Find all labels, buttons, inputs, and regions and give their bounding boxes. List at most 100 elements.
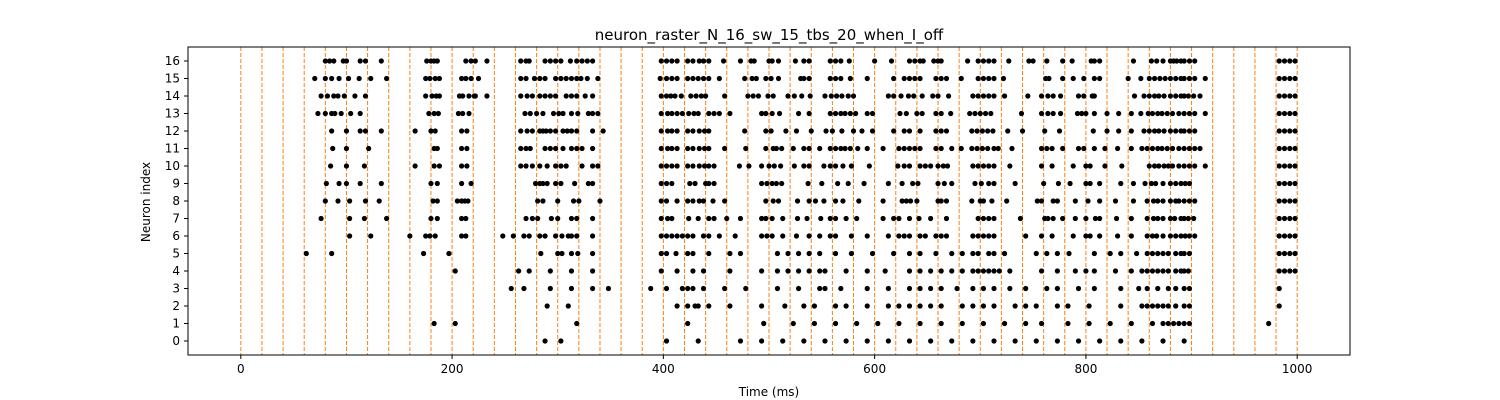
spike-point [383,75,390,82]
spike-point [769,110,775,117]
spike-point [991,215,997,222]
spike-point [991,163,997,169]
spike-point [1172,215,1178,222]
spike-point [969,145,975,152]
spike-point [1006,58,1012,64]
spike-point [720,58,727,64]
spike-point [845,180,851,187]
spike-point [589,58,596,64]
spike-point [322,58,328,64]
spike-point [1186,145,1193,152]
spike-point [843,303,849,309]
spike-point [1276,163,1282,169]
spike-point [1181,163,1187,169]
spike-point [838,285,844,292]
spike-point [589,285,596,292]
spike-point [770,198,776,204]
spike-point [1042,128,1048,134]
spike-point [769,180,775,187]
spike-point [859,128,865,134]
spike-point [912,75,918,82]
spike-point [975,215,981,222]
spike-point [575,250,581,257]
spike-point [695,75,701,82]
spike-point [917,128,923,134]
spike-point [526,233,532,239]
spike-point [743,145,749,152]
spike-point [938,58,944,64]
spike-point [1186,303,1193,309]
spike-point [866,163,872,169]
spike-point [949,338,955,344]
spike-point [854,320,860,327]
spike-point [434,145,440,152]
spike-point [518,145,524,152]
spike-point [807,93,813,99]
spike-point [412,163,418,169]
spike-point [1066,250,1072,257]
spike-point [1276,233,1282,239]
spike-point [986,268,992,274]
spike-point [347,233,353,239]
spike-point [1097,233,1103,239]
spike-point [468,180,474,187]
spike-point [1012,303,1018,309]
spike-point [847,145,853,152]
spike-point [568,268,575,274]
spike-point [706,180,712,187]
spike-point [423,233,429,239]
spike-point [943,128,950,134]
spike-point [700,268,707,274]
spike-point [329,128,335,134]
spike-point [1173,285,1179,292]
spike-point [785,93,791,99]
spike-point [910,180,916,187]
spike-point [991,268,997,274]
spike-point [832,75,839,82]
spike-point [958,145,964,152]
spike-point [759,233,765,239]
spike-point [801,75,807,82]
spike-point [759,215,765,222]
spike-point [938,110,944,117]
spike-point [1173,303,1179,309]
spike-point [692,180,698,187]
spike-point [1281,93,1288,99]
spike-point [1186,198,1193,204]
spike-point [751,58,757,64]
spike-point [522,110,528,117]
spike-point [1292,215,1298,222]
spike-point [542,58,548,64]
spike-point [991,58,997,64]
spike-point [780,215,786,222]
y-tick-label: 2 [172,299,180,313]
spike-point [1118,303,1124,309]
spike-point [795,285,802,292]
spike-point [1281,250,1288,257]
spike-point [362,93,369,99]
spike-point [518,128,524,134]
spike-point [558,58,564,64]
spike-point [1112,198,1119,204]
spike-point [663,58,670,64]
spike-point [1136,285,1142,292]
spike-point [1141,128,1147,134]
spike-point [518,163,524,169]
spike-point [935,93,941,99]
spike-point [1148,180,1155,187]
spike-point [663,233,670,239]
spike-point [917,320,923,327]
spike-point [1004,198,1010,204]
spike-point [589,145,596,152]
spike-point [1169,110,1176,117]
spike-point [426,110,432,117]
spike-point [1186,58,1193,64]
spike-point [1292,58,1298,64]
spike-point [1292,145,1298,152]
spike-point [1034,198,1040,204]
spike-point [975,75,981,82]
spike-point [903,198,909,204]
spike-point [1075,285,1082,292]
spike-point [1287,75,1293,82]
spike-point [774,285,781,292]
